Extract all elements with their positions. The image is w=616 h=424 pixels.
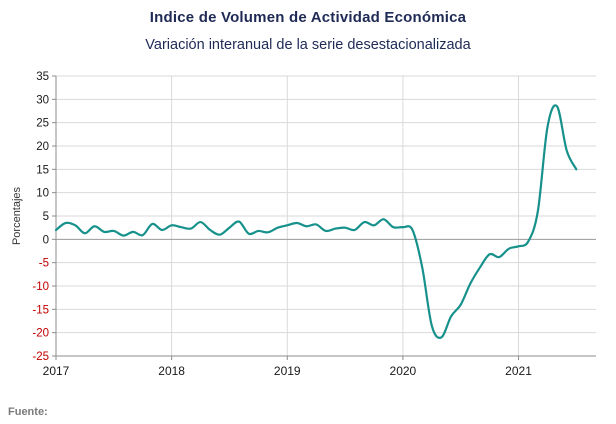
grid-layer	[55, 75, 596, 357]
y-tick-label: -25	[32, 351, 49, 363]
y-tick-label: 30	[36, 94, 49, 106]
x-tick-label: 2018	[158, 364, 185, 378]
y-axis-label: Porcentajes	[11, 186, 23, 245]
y-tick-label: 20	[36, 141, 49, 153]
x-tick-label: 2020	[390, 364, 417, 378]
x-tick-label: 2021	[505, 364, 532, 378]
x-tick-label: 2019	[274, 364, 301, 378]
x-tick-label: 2017	[43, 364, 70, 378]
y-tick-label: 10	[36, 188, 49, 200]
y-tick-label: 35	[36, 71, 49, 83]
y-tick-label: -10	[32, 281, 49, 293]
y-tick-label: 5	[43, 211, 49, 223]
source-label: Fuente:	[8, 406, 48, 418]
y-tick-label: 0	[43, 234, 49, 246]
chart-title: Indice de Volumen de Actividad Económica	[149, 9, 467, 26]
series-line	[54, 104, 578, 339]
chart-subtitle: Variación interanual de la serie desesta…	[145, 37, 471, 53]
y-tick-label: 25	[36, 118, 49, 130]
series-layer	[54, 104, 578, 339]
y-tick-label: 15	[36, 164, 49, 176]
y-tick-label: -15	[32, 304, 49, 316]
axis-layer: -25 -20 -15 -10 -5 0 5 10 15 20 25 30 35 2017 2018 2019…	[32, 71, 596, 378]
y-tick-label: -20	[32, 328, 49, 340]
y-tick-label: -5	[39, 258, 49, 270]
